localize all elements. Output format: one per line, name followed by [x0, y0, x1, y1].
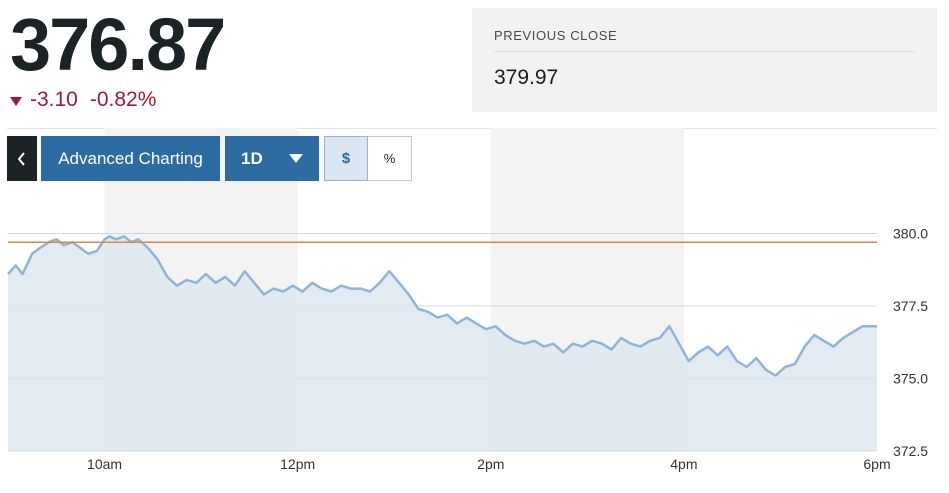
header-divider — [7, 128, 937, 129]
chevron-left-icon[interactable] — [7, 136, 37, 181]
y-tick-label: 380.0 — [893, 226, 928, 242]
advanced-charting-button[interactable]: Advanced Charting — [41, 136, 220, 181]
percent-mode-button[interactable]: % — [368, 136, 412, 181]
last-price: 376.87 — [10, 3, 226, 86]
series-line — [7, 235, 877, 377]
price-change-row: -3.10 -0.82% — [10, 88, 156, 112]
caret-down-icon — [289, 154, 303, 163]
dollar-mode-button[interactable]: $ — [324, 136, 368, 181]
range-label: 1D — [241, 148, 263, 168]
x-tick-label: 12pm — [280, 456, 315, 472]
previous-close-divider — [494, 51, 915, 52]
previous-close-label: PREVIOUS CLOSE — [494, 28, 618, 43]
y-tick-label: 372.5 — [893, 443, 928, 459]
change-value: -3.10 — [30, 88, 78, 111]
y-tick-label: 377.5 — [893, 298, 928, 314]
change-percent: -0.82% — [89, 88, 157, 111]
x-tick-label: 4pm — [670, 456, 697, 472]
previous-close-value: 379.97 — [494, 66, 559, 89]
y-tick-label: 375.0 — [893, 371, 928, 387]
range-select[interactable]: 1D — [225, 136, 319, 181]
x-tick-label: 2pm — [477, 456, 504, 472]
triangle-down-icon — [10, 96, 22, 106]
x-tick-label: 6pm — [863, 456, 890, 472]
previous-close-panel: PREVIOUS CLOSE 379.97 — [472, 8, 937, 112]
x-tick-label: 10am — [87, 456, 122, 472]
series-area — [8, 236, 877, 451]
